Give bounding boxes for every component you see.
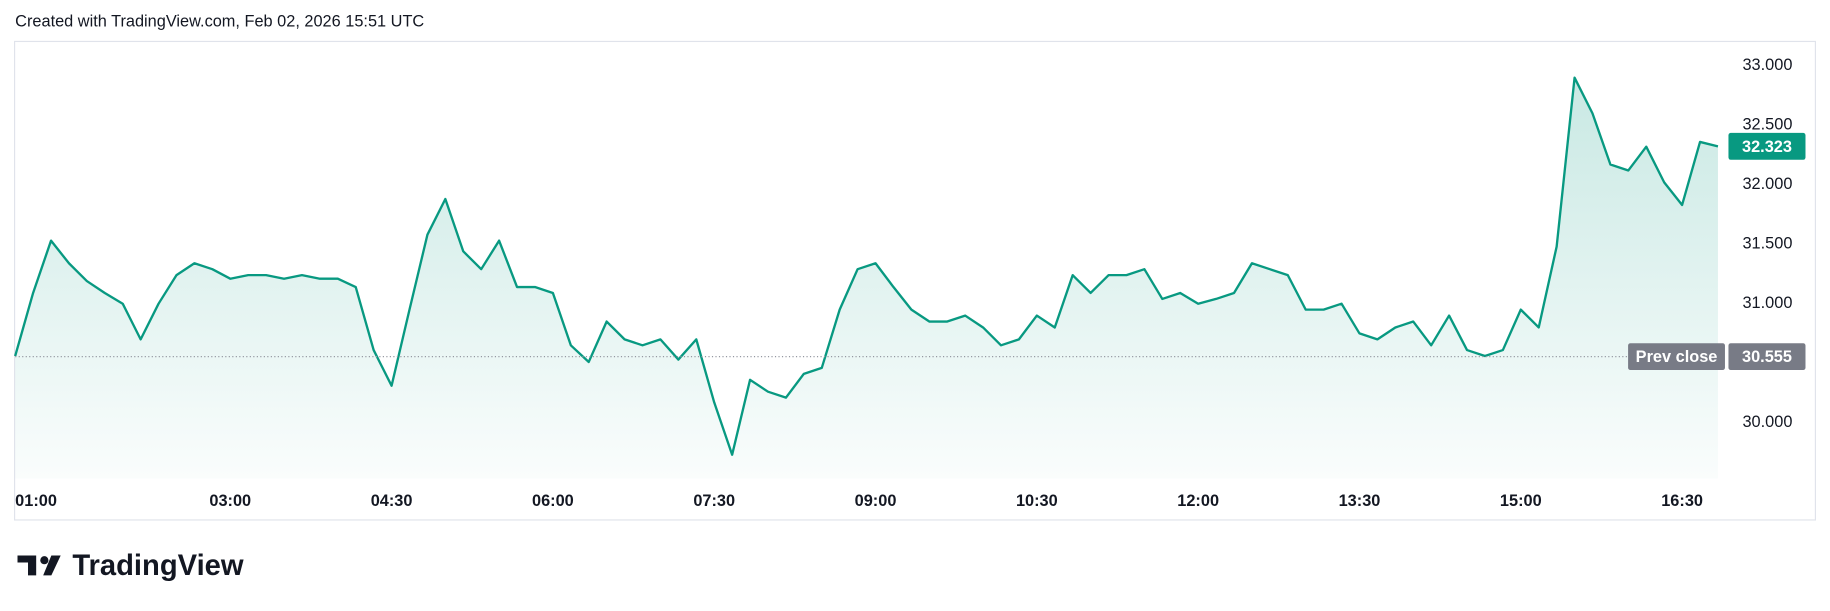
x-tick-label: 07:30 <box>693 492 735 510</box>
y-tick-label: 32.000 <box>1742 175 1792 193</box>
x-tick-label: 10:30 <box>1016 492 1058 510</box>
brand-name: TradingView <box>72 550 244 582</box>
y-tick-label: 33.000 <box>1742 56 1792 74</box>
prev-close-value: 30.555 <box>1742 348 1792 366</box>
x-tick-label: 15:00 <box>1500 492 1542 510</box>
brand-logo <box>17 555 61 576</box>
prev-close-tag <box>1628 343 1725 371</box>
x-tick-label: 16:30 <box>1661 492 1703 510</box>
x-tick-label: 06:00 <box>532 492 574 510</box>
last-price-label: 32.323 <box>1742 138 1792 156</box>
y-tick-label: 30.000 <box>1742 413 1792 431</box>
y-tick-label: 32.500 <box>1742 116 1792 134</box>
chart-frame <box>14 40 1816 521</box>
price-line <box>14 76 1719 456</box>
header-text: Created with TradingView.com, Feb 02, 20… <box>15 13 424 31</box>
x-tick-label: 09:00 <box>855 492 897 510</box>
y-tick-label: 31.000 <box>1742 294 1792 312</box>
last-price-badge <box>1728 132 1806 160</box>
x-tick-label: 03:00 <box>209 492 251 510</box>
x-tick-label: 04:30 <box>371 492 413 510</box>
x-tick-label: 12:00 <box>1177 492 1219 510</box>
x-tick-label: 01:00 <box>15 492 57 510</box>
x-tick-label: 13:30 <box>1339 492 1381 510</box>
prev-close-text: Prev close <box>1636 348 1718 366</box>
prev-close-badge <box>1728 343 1806 371</box>
area-fill <box>15 77 1718 479</box>
y-tick-label: 31.500 <box>1742 235 1792 253</box>
